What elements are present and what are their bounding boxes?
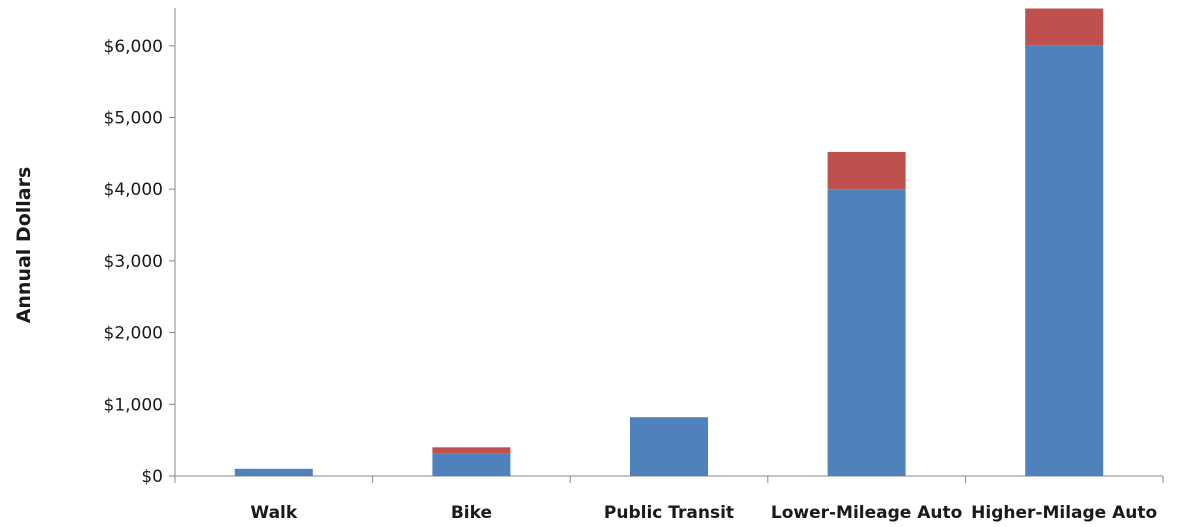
bar-segment-series-2 [828, 152, 906, 189]
bar-segment-series-1 [630, 417, 708, 476]
bar-segment-series-2 [1025, 9, 1103, 46]
bar-segment-series-1 [235, 469, 313, 476]
y-axis: $0 $1,000 $2,000 $3,000 $4,000 $5,000 $6,000 [104, 8, 175, 487]
bar-segment-series-1 [432, 454, 510, 476]
bar-segment-series-1 [828, 189, 906, 476]
y-tick-label: $1,000 [104, 395, 163, 415]
x-category-label: Public Transit [604, 503, 734, 523]
bars [235, 9, 1103, 476]
bar-segment-series-1 [1025, 46, 1103, 476]
x-category-label: Bike [451, 503, 492, 523]
y-tick-label: $4,000 [104, 180, 163, 200]
y-tick-label: $2,000 [104, 324, 163, 344]
y-axis-title-group: Annual Dollars [13, 167, 35, 324]
x-category-label: Walk [250, 503, 297, 523]
y-tick-label: $3,000 [104, 252, 163, 272]
x-category-label: Lower-Mileage Auto [771, 503, 962, 523]
y-axis-title: Annual Dollars [13, 167, 35, 324]
y-tick-label: $6,000 [104, 37, 163, 57]
bar-segment-series-2 [432, 447, 510, 453]
x-axis: Walk Bike Public Transit Lower-Mileage Auto… [175, 476, 1163, 523]
x-category-label: Higher-Milage Auto [971, 503, 1157, 523]
y-tick-label: $5,000 [104, 109, 163, 129]
y-tick-label: $0 [141, 467, 163, 487]
